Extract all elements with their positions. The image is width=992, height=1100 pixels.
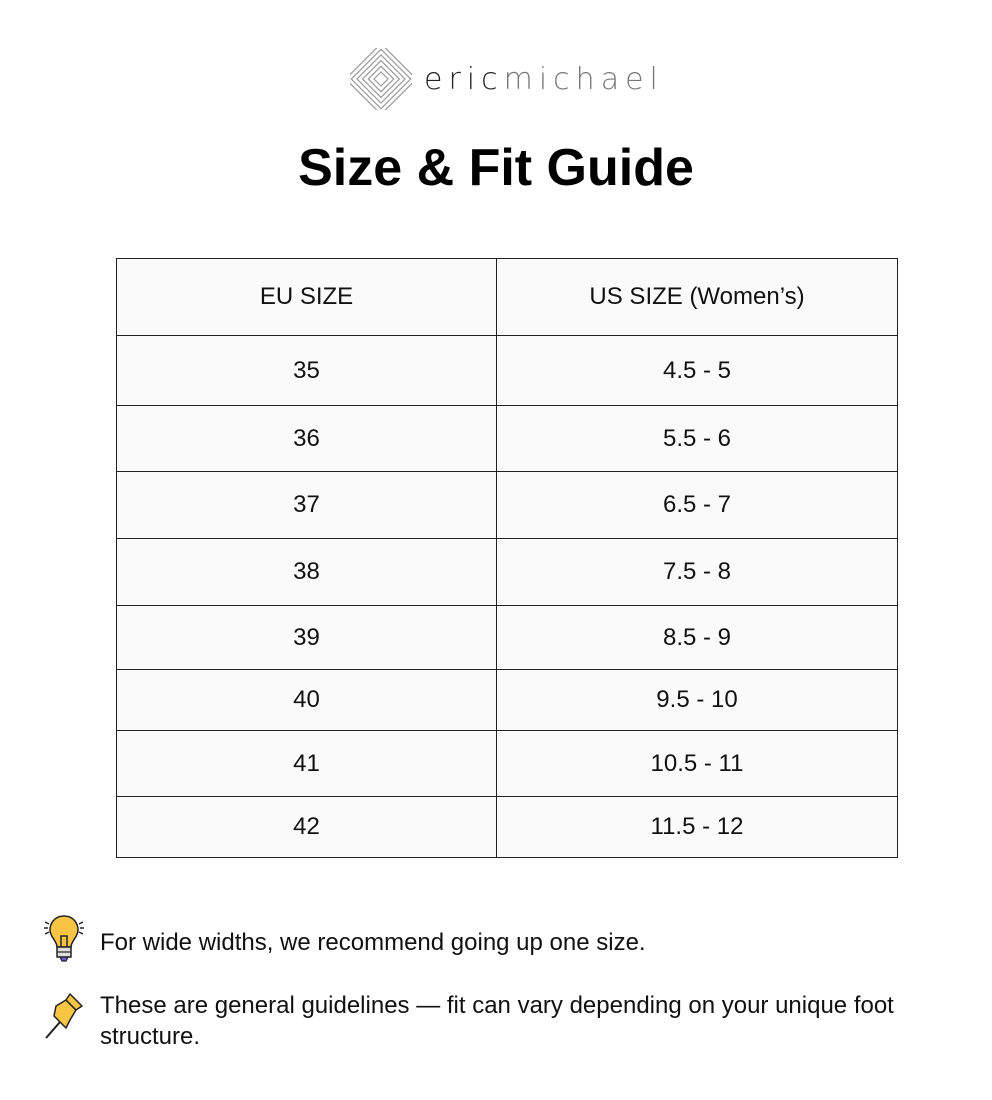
eu-size-cell: 42 bbox=[116, 796, 497, 858]
table-row: 38 7.5 - 8 bbox=[116, 538, 898, 606]
diamond-logo-icon bbox=[350, 48, 412, 110]
size-table: EU SIZE US SIZE (Women’s) 35 4.5 - 5 36 5.… bbox=[116, 258, 898, 858]
tip-text: These are general guidelines — fit can v… bbox=[100, 992, 894, 1050]
us-size-cell: 4.5 - 5 bbox=[496, 335, 898, 406]
table-row: 37 6.5 - 7 bbox=[116, 471, 898, 539]
tip-general-guidelines: These are general guidelines — fit can v… bbox=[42, 990, 970, 1052]
us-size-cell: 6.5 - 7 bbox=[496, 471, 898, 539]
eu-size-cell: 39 bbox=[116, 605, 497, 670]
header-eu-size: EU SIZE bbox=[116, 258, 497, 336]
table-header-row: EU SIZE US SIZE (Women’s) bbox=[116, 258, 898, 336]
brand-name-part1: eric bbox=[424, 61, 504, 97]
eu-size-cell: 37 bbox=[116, 471, 497, 539]
us-size-cell: 5.5 - 6 bbox=[496, 405, 898, 472]
us-size-cell: 10.5 - 11 bbox=[496, 730, 898, 797]
table-row: 36 5.5 - 6 bbox=[116, 405, 898, 472]
brand-logo: ericmichael bbox=[350, 48, 664, 110]
eu-size-cell: 41 bbox=[116, 730, 497, 797]
eu-size-cell: 40 bbox=[116, 669, 497, 731]
lightbulb-icon bbox=[44, 915, 84, 962]
table-row: 42 11.5 - 12 bbox=[116, 796, 898, 858]
eu-size-cell: 38 bbox=[116, 538, 497, 606]
us-size-cell: 7.5 - 8 bbox=[496, 538, 898, 606]
page-title: Size & Fit Guide bbox=[298, 139, 694, 197]
tip-text: For wide widths, we recommend going up o… bbox=[100, 929, 646, 956]
table-row: 41 10.5 - 11 bbox=[116, 730, 898, 797]
table-row: 40 9.5 - 10 bbox=[116, 669, 898, 731]
tip-wide-widths: For wide widths, we recommend going up o… bbox=[42, 914, 970, 966]
brand-name: ericmichael bbox=[424, 62, 664, 97]
table-row: 35 4.5 - 5 bbox=[116, 335, 898, 406]
brand-name-part2: michael bbox=[503, 61, 664, 97]
eu-size-cell: 36 bbox=[116, 405, 497, 472]
table-row: 39 8.5 - 9 bbox=[116, 605, 898, 670]
pushpin-icon bbox=[45, 993, 83, 1039]
us-size-cell: 9.5 - 10 bbox=[496, 669, 898, 731]
us-size-cell: 8.5 - 9 bbox=[496, 605, 898, 670]
header-us-size: US SIZE (Women’s) bbox=[496, 258, 898, 336]
us-size-cell: 11.5 - 12 bbox=[496, 796, 898, 858]
eu-size-cell: 35 bbox=[116, 335, 497, 406]
